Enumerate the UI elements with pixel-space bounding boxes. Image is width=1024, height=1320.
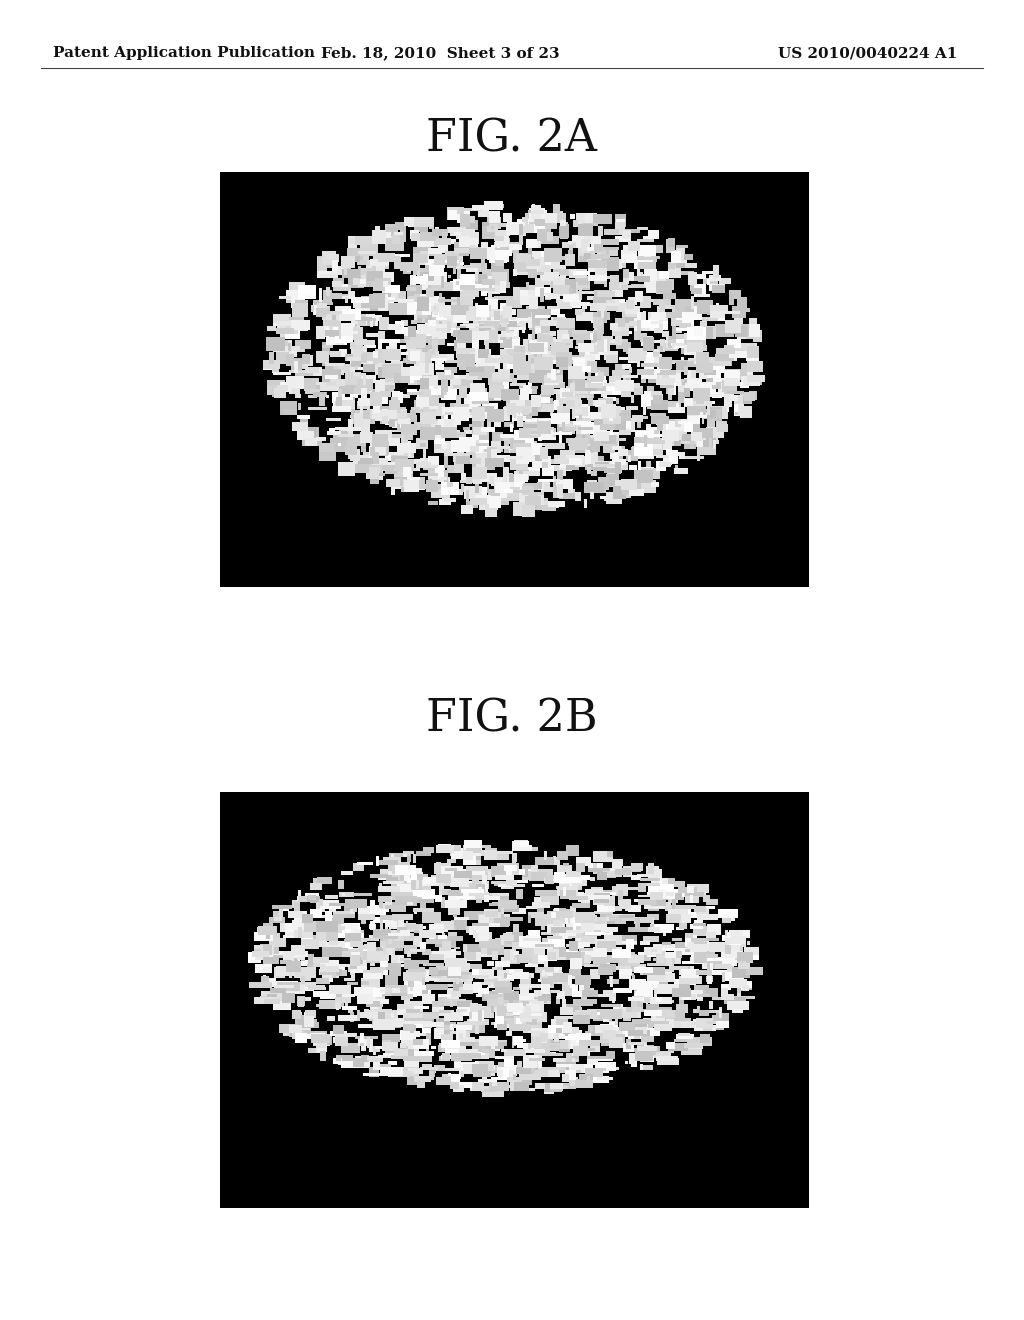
Text: FIG. 2A: FIG. 2A <box>427 117 597 160</box>
Text: US 2010/0040224 A1: US 2010/0040224 A1 <box>778 46 957 61</box>
Text: Feb. 18, 2010  Sheet 3 of 23: Feb. 18, 2010 Sheet 3 of 23 <box>321 46 560 61</box>
Text: Patent Application Publication: Patent Application Publication <box>53 46 315 61</box>
Text: FIG. 2B: FIG. 2B <box>426 698 598 741</box>
